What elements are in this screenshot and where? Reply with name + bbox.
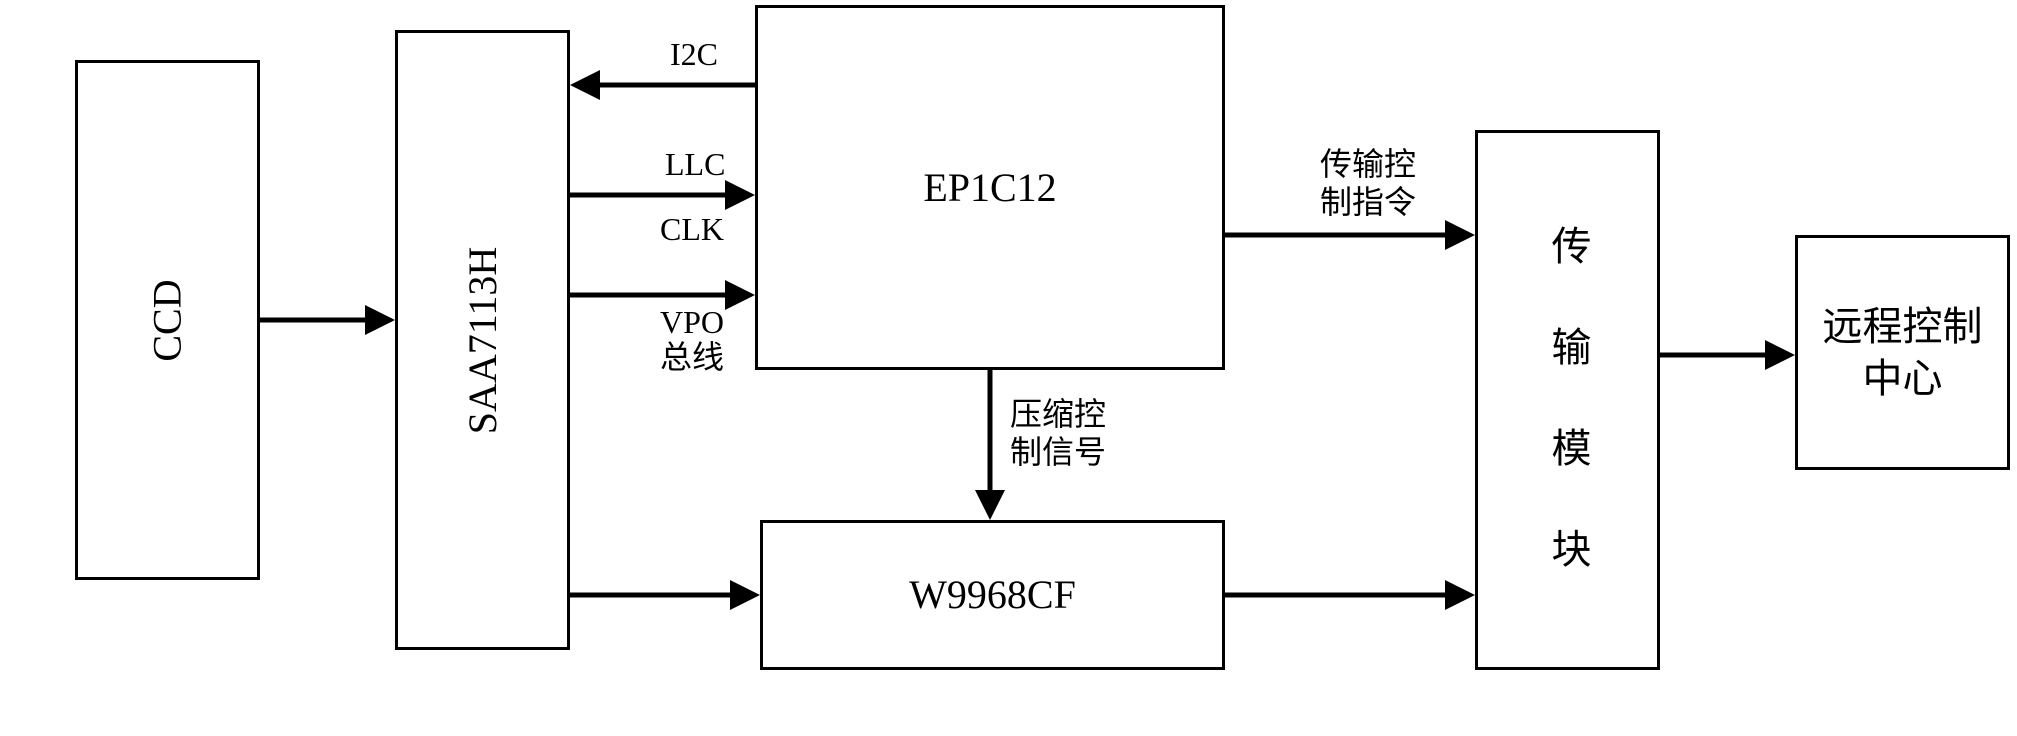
edge-label-vpo: VPO 总线: [660, 305, 724, 375]
label-saa7113h: SAA7113H: [459, 246, 506, 433]
label-transport: 传 输 模 块: [1539, 225, 1597, 576]
edge-label-clk: CLK: [660, 210, 724, 248]
block-w9968cf: W9968CF: [760, 520, 1225, 670]
block-transport: 传 输 模 块: [1475, 130, 1660, 670]
block-ccd: CCD: [75, 60, 260, 580]
block-saa7113h: SAA7113H: [395, 30, 570, 650]
label-ep1c12: EP1C12: [923, 162, 1056, 214]
block-remote: 远程控制 中心: [1795, 235, 2010, 470]
block-diagram: CCD SAA7113H EP1C12 W9968CF 传 输 模 块 远程控制…: [0, 0, 2017, 736]
edge-label-i2c: I2C: [670, 35, 718, 73]
edge-label-llc: LLC: [665, 145, 725, 183]
label-remote: 远程控制 中心: [1823, 301, 1983, 405]
label-ccd: CCD: [144, 279, 191, 361]
edge-label-trans-ctrl: 传输控 制指令: [1320, 145, 1416, 222]
block-ep1c12: EP1C12: [755, 5, 1225, 370]
label-w9968cf: W9968CF: [909, 569, 1076, 621]
edge-label-compress: 压缩控 制信号: [1010, 395, 1106, 472]
